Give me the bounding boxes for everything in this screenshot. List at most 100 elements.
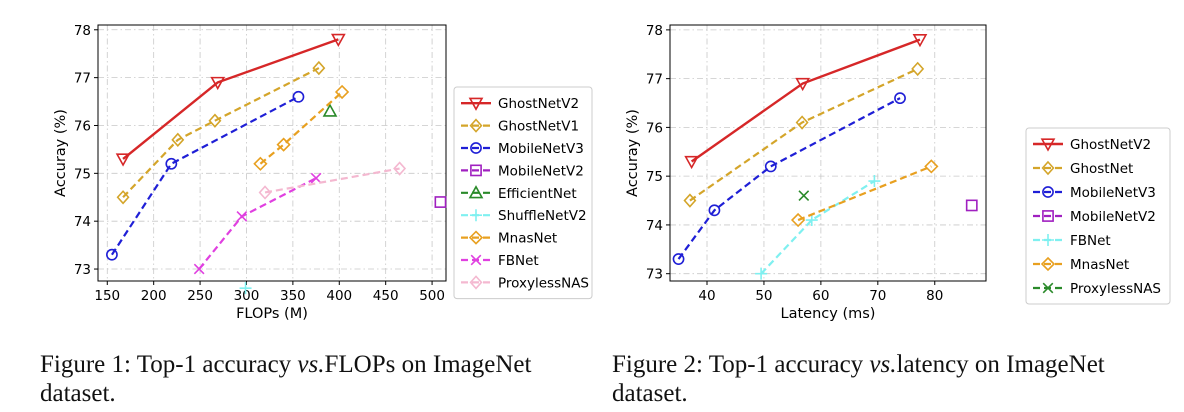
legend-item-proxylessnas: ProxylessNAS	[1033, 281, 1161, 297]
data-point-ghostnetv2	[115, 153, 131, 167]
caption-1-vs: vs.	[297, 351, 325, 378]
legend-marker	[1042, 210, 1054, 222]
legend-marker	[468, 97, 484, 111]
legend-item-ghostnetv2: GhostNetV2	[461, 96, 579, 112]
data-point-ghostnetv2	[330, 33, 346, 48]
legend-marker	[469, 118, 483, 133]
figures-canvas: 150 200 250 300 350 400 450 500 73 74 75 76 77 78 FLOP…	[53, 23, 1171, 322]
x-tick-label: 250	[187, 288, 213, 304]
y-tick-label: 76	[74, 118, 91, 134]
x-tick-label: 200	[141, 288, 167, 304]
series-line-mnasnet	[797, 165, 932, 222]
data-point-fbnet	[193, 263, 205, 275]
legend-item-ghostnetv1: GhostNetV1	[461, 118, 579, 135]
x-axis-label: FLOPs (M)	[236, 306, 308, 322]
x-tick-label: 70	[869, 288, 886, 304]
y-tick-label: 78	[74, 23, 91, 39]
y-tick-label: 73	[74, 262, 91, 278]
x-tick-label: 400	[326, 288, 352, 304]
legend-item-proxylessnas: ProxylessNAS	[461, 275, 589, 291]
legend-label: GhostNetV2	[498, 96, 579, 112]
series-ghostnetv2	[115, 33, 346, 167]
caption-2-prefix: Figure 2: Top-1 accuracy	[612, 351, 870, 378]
x-tick-label: 450	[373, 288, 399, 304]
data-point-ghostnetv1	[208, 113, 222, 128]
data-point-mobilenetv3	[708, 204, 721, 217]
series-mobilenetv3	[672, 92, 906, 265]
legend-marker	[1041, 160, 1055, 176]
data-point-shufflenetv2	[239, 282, 252, 295]
legend-box	[453, 86, 593, 300]
legend-item-fbnet: FBNet	[461, 253, 539, 269]
data-point-mobilenetv3	[764, 160, 777, 173]
data-point-fbnet	[755, 267, 768, 280]
legend-label: GhostNetV2	[1070, 137, 1151, 153]
series-ghostnetv2	[684, 34, 928, 170]
legend-label: FBNet	[1070, 233, 1111, 249]
legend-marker	[469, 275, 483, 290]
y-tick-label: 74	[74, 214, 91, 230]
data-point-mobilenetv2	[965, 199, 978, 212]
data-point-mobilenetv3	[672, 253, 685, 265]
legend-marker	[1040, 138, 1056, 152]
data-point-mobilenetv3	[894, 92, 906, 105]
legend-label: MobileNetV2	[1070, 209, 1156, 225]
x-tick-label: 300	[234, 288, 260, 304]
data-point-mobilenetv3	[292, 90, 305, 103]
data-point-ghostnet	[911, 61, 925, 77]
series-mnasnet	[790, 159, 939, 228]
x-tick-label: 500	[419, 288, 445, 304]
legend-item-mobilenetv3: MobileNetV3	[461, 141, 584, 157]
series-proxylessnas	[258, 161, 407, 200]
series-line-proxylessnas	[264, 167, 400, 194]
series-mobilenetv3	[106, 90, 305, 261]
x-tick-label: 60	[812, 288, 829, 304]
legend-marker	[470, 254, 482, 266]
series-line-fbnet	[198, 177, 317, 270]
legend-box	[1025, 127, 1171, 305]
legend-item-ghostnet: GhostNet	[1033, 160, 1133, 177]
series-fbnet	[755, 175, 881, 280]
legend-label: ProxylessNAS	[498, 275, 589, 291]
legend-label: GhostNet	[1070, 161, 1133, 177]
series-mnasnet	[253, 84, 350, 171]
legend: GhostNetV2 GhostNet MobileNetV3 MobileNetV2…	[1025, 127, 1171, 305]
legend-marker	[1040, 256, 1056, 272]
data-point-fbnet	[310, 172, 322, 184]
data-point-mnasnet	[276, 137, 291, 152]
series-mobilenetv2	[965, 199, 978, 212]
data-point-ghostnetv1	[116, 190, 130, 205]
legend-marker	[1042, 282, 1054, 294]
x-tick-label: 40	[698, 288, 715, 304]
y-axis-label: Accuray (%)	[53, 109, 69, 197]
caption-2-vs: vs.	[869, 351, 897, 378]
series-efficientnet	[322, 103, 338, 117]
legend-item-mobilenetv2: MobileNetV2	[461, 163, 584, 179]
data-point-ghostnet	[683, 193, 697, 208]
legend-marker	[1042, 186, 1054, 198]
legend-label: MnasNet	[1070, 257, 1129, 273]
series-ghostnet	[683, 61, 925, 208]
legend-item-fbnet: FBNet	[1033, 233, 1111, 249]
x-tick-label: 50	[755, 288, 772, 304]
series-shufflenetv2	[239, 282, 252, 295]
y-tick-label: 73	[646, 267, 663, 283]
caption-1-suffix: FLOPs on ImageNet	[324, 351, 532, 378]
legend-item-shufflenetv2: ShuffleNetV2	[461, 208, 587, 224]
figure-2-caption: Figure 2: Top-1 accuracy vs.latency on I…	[612, 350, 1105, 408]
legend-label: FBNet	[498, 253, 539, 269]
legend-marker	[470, 209, 482, 222]
data-point-ghostnetv1	[312, 60, 326, 76]
legend-item-ghostnetv2: GhostNetV2	[1033, 137, 1151, 153]
series-line-ghostnet	[689, 67, 919, 202]
y-tick-label: 75	[74, 166, 91, 182]
y-tick-label: 74	[646, 218, 663, 234]
grid	[98, 25, 446, 281]
data-point-mobilenetv3	[106, 248, 118, 261]
x-tick-label: 150	[94, 288, 120, 304]
y-tick-label: 77	[74, 71, 91, 87]
series-mobilenetv2	[434, 196, 447, 208]
legend-marker	[1042, 234, 1054, 246]
series-proxylessnas	[798, 190, 810, 202]
data-point-ghostnetv2	[210, 76, 226, 91]
